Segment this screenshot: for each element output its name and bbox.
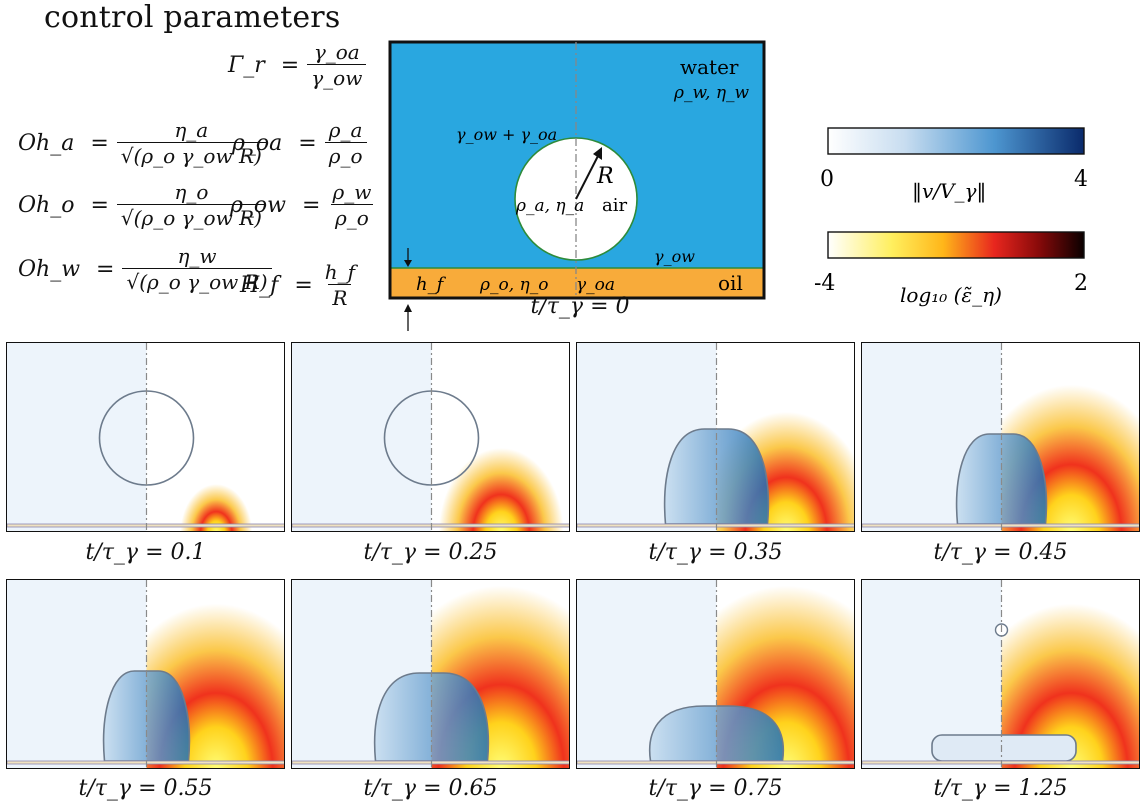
eq-rho-ow: ρ_ow = ρ_w ρ_o <box>230 180 375 231</box>
snapshot-field <box>862 580 1139 768</box>
air-label: air <box>602 195 627 216</box>
snapshot-caption: t/τ_γ = 0.55 <box>78 776 213 801</box>
eq-oh-o: Oh_o = η_o √(ρ_o γ_ow R) <box>18 180 266 231</box>
snapshot-caption: t/τ_γ = 0.1 <box>85 540 206 565</box>
snapshot-caption: t/τ_γ = 1.25 <box>933 776 1068 801</box>
strain-max: 2 <box>1074 271 1088 296</box>
snapshot-panel <box>576 342 855 532</box>
gamma-ow-oa-label: γ_ow + γ_oa <box>456 125 557 144</box>
film-arrowhead-top <box>404 260 412 267</box>
eq-lhs: Γ_r <box>228 53 265 78</box>
water-label: water <box>680 55 739 79</box>
eq-num: h_f <box>324 260 356 284</box>
strain-field <box>431 343 569 531</box>
schematic: water ρ_w, η_w γ_ow + γ_oa R ρ_a, η_a ai… <box>388 40 766 331</box>
eq-lhs: ρ_ow <box>230 193 287 218</box>
eq-lhs: Oh_o <box>18 193 75 218</box>
eq-rho-oa: ρ_oa = ρ_a ρ_o <box>232 118 367 169</box>
snapshot-field <box>577 343 854 531</box>
snapshot-field <box>577 580 854 768</box>
snapshot-caption: t/τ_γ = 0.75 <box>648 776 783 801</box>
velocity-colorbar <box>827 127 1085 155</box>
bubble-interface <box>663 428 770 525</box>
velocity-field <box>292 343 432 531</box>
eq-oh-w: Oh_w = η_w √(ρ_o γ_ow R) <box>18 244 272 295</box>
velocity-min: 0 <box>820 167 834 192</box>
air-props: ρ_a, η_a <box>515 196 584 216</box>
eq-oh-a: Oh_a = η_a √(ρ_o γ_ow R) <box>18 118 266 169</box>
eq-num: η_a <box>174 118 209 142</box>
snapshot-panel <box>861 342 1140 532</box>
snapshot-panel <box>861 579 1140 769</box>
colorbars: 0 ‖v/V_γ‖ 4 -4 log₁₀ (ε̃_η) 2 <box>814 127 1088 307</box>
eq-lhs: H_f <box>240 273 279 298</box>
snapshot-panel <box>291 342 570 532</box>
film-label: h_f <box>416 274 447 295</box>
velocity-max: 4 <box>1074 167 1088 192</box>
strain-label: log₁₀ (ε̃_η) <box>900 283 1002 307</box>
oil-region <box>390 268 764 298</box>
gamma-oa-label: γ_oa <box>576 275 615 295</box>
eq-gamma-r: Γ_r = γ_oa γ_ow <box>228 40 367 91</box>
snapshot-panel <box>576 579 855 769</box>
snapshot-panel <box>6 342 285 532</box>
snapshot-field <box>862 343 1139 531</box>
eq-den: ρ_o <box>324 142 367 169</box>
eq-h-f: H_f = h_f R <box>240 260 359 311</box>
eq-den: γ_ow <box>307 64 367 91</box>
strain-min: -4 <box>814 271 835 296</box>
snapshot-panel <box>291 579 570 769</box>
radius-arrow <box>575 151 601 200</box>
snapshot-caption: t/τ_γ = 0.45 <box>933 540 1068 565</box>
gamma-ow-label: γ_ow <box>654 247 695 266</box>
eq-den: ρ_o <box>330 204 373 231</box>
strain-field <box>146 343 284 531</box>
snapshot-panel <box>6 579 285 769</box>
eq-num: η_w <box>177 244 217 268</box>
snapshot-field <box>292 580 569 768</box>
eq-den: R <box>328 284 352 311</box>
eq-num: γ_oa <box>313 40 360 64</box>
strain-colorbar <box>827 231 1085 259</box>
eq-den: √(ρ_o γ_ow R) <box>122 268 272 295</box>
radius-arrowhead <box>593 147 602 160</box>
eq-num: ρ_w <box>332 180 372 204</box>
oil-label: oil <box>718 271 743 295</box>
water-props: ρ_w, η_w <box>673 83 750 103</box>
film-arrowhead-bottom <box>404 304 412 312</box>
radius-label: R <box>596 164 614 189</box>
schematic-caption: t/τ_γ = 0 <box>530 294 630 319</box>
velocity-label: ‖v/V_γ‖ <box>912 179 986 204</box>
figure-title: control parameters <box>44 0 341 35</box>
eq-den: √(ρ_o γ_ow R) <box>116 142 266 169</box>
eq-num: ρ_a <box>328 118 363 142</box>
eq-lhs: Oh_w <box>18 257 81 282</box>
domain-border <box>388 40 766 300</box>
snapshot-field <box>7 343 284 531</box>
oil-props: ρ_o, η_o <box>479 275 548 295</box>
eq-den: √(ρ_o γ_ow R) <box>116 204 266 231</box>
snapshot-field <box>7 580 284 768</box>
snapshot-field <box>292 343 569 531</box>
eq-num: η_o <box>174 180 209 204</box>
bubble-interface <box>931 734 1077 762</box>
snapshot-caption: t/τ_γ = 0.35 <box>648 540 783 565</box>
eq-lhs: Oh_a <box>18 131 75 156</box>
snapshot-caption: t/τ_γ = 0.25 <box>363 540 498 565</box>
velocity-field <box>7 343 147 531</box>
snapshot-caption: t/τ_γ = 0.65 <box>363 776 498 801</box>
eq-lhs: ρ_oa <box>232 131 283 156</box>
